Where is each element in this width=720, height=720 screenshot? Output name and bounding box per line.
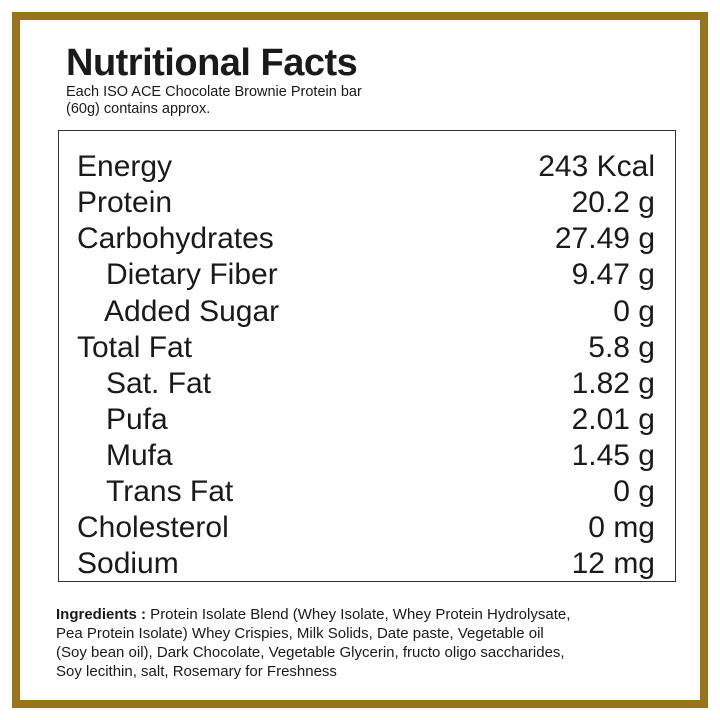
row: Mufa 1.45 g [77,438,655,474]
amount: 2.01 g [571,403,655,436]
amount: 1.82 g [571,367,655,400]
nutrient: Added Sugar [104,295,280,328]
amount: 0 g [613,475,655,508]
nutrient: Energy [77,150,173,183]
ingredients-line: Ingredients : Protein Isolate Blend (Whe… [56,605,570,624]
amount: 1.45 g [571,439,655,472]
nutrient: Total Fat [77,331,193,364]
row: Dietary Fiber 9.47 g [77,257,655,293]
amount: 0 mg [588,511,655,544]
amount: 9.47 g [571,258,655,291]
amount: 5.8 g [588,331,655,364]
nutrient: Cholesterol [77,511,229,544]
nutrient: Pufa [106,403,168,436]
row: Pufa 2.01 g [77,402,655,438]
subtitle: Each ISO ACE Chocolate Brownie Protein b… [66,84,362,118]
amount: 0 g [613,295,655,328]
amount: 27.49 g [554,222,655,255]
ingredients-text: Protein Isolate Blend (Whey Isolate, Whe… [146,606,571,623]
subtitle-line: (60g) contains approx. [66,101,211,117]
subtitle-line: Each ISO ACE Chocolate Brownie Protein b… [66,84,362,100]
label-frame: Nutritional Facts Each ISO ACE Chocolate… [12,12,708,708]
nutrient: Sat. Fat [106,367,212,400]
row: Cholesterol 0 mg [77,510,655,546]
amount: 243 Kcal [538,150,655,183]
row: Protein 20.2 g [77,185,655,221]
nutrition-table: Energy 243 Kcal Protein 20.2 g Carbohydrat… [58,130,676,582]
title: Nutritional Facts [66,42,358,84]
row: Sat. Fat 1.82 g [77,366,655,402]
row: Sodium 12 mg [77,546,655,582]
nutrient: Carbohydrates [77,222,274,255]
amount: 20.2 g [571,186,655,219]
row: Trans Fat 0 g [77,474,655,510]
row: Energy 243 Kcal [77,149,655,185]
row: Carbohydrates 27.49 g [77,221,655,257]
nutrient: Dietary Fiber [106,258,278,291]
ingredients: Ingredients : Protein Isolate Blend (Whe… [56,605,570,681]
ingredients-line: Soy lecithin, salt, Rosemary for Freshne… [56,663,337,680]
row: Total Fat 5.8 g [77,330,655,366]
ingredients-line: Pea Protein Isolate) Whey Crispies, Milk… [56,625,544,642]
row: Added Sugar 0 g [77,294,655,330]
ingredients-label: Ingredients : [56,606,147,623]
nutrient: Sodium [77,547,179,580]
ingredients-line: (Soy bean oil), Dark Chocolate, Vegetabl… [56,644,565,661]
nutrient: Trans Fat [106,475,234,508]
amount: 12 mg [571,547,655,580]
nutrient: Mufa [106,439,173,472]
nutrient: Protein [77,186,173,219]
